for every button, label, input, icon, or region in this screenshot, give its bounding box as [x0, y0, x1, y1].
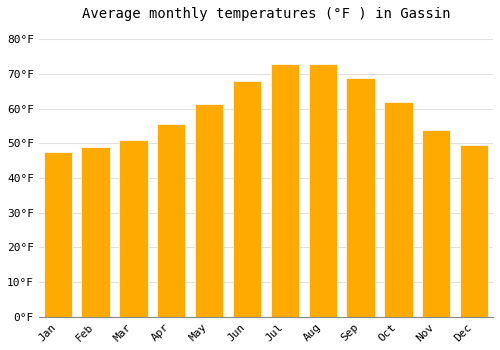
Bar	[119, 140, 148, 317]
Bar	[422, 130, 450, 317]
Bar	[384, 102, 412, 317]
Bar	[82, 147, 110, 317]
Bar	[44, 152, 72, 317]
Title: Average monthly temperatures (°F ) in Gassin: Average monthly temperatures (°F ) in Ga…	[82, 7, 450, 21]
Bar	[157, 124, 186, 317]
Bar	[195, 104, 224, 317]
Bar	[460, 145, 488, 317]
Bar	[270, 64, 299, 317]
Bar	[346, 78, 375, 317]
Bar	[308, 64, 337, 317]
Bar	[233, 81, 261, 317]
